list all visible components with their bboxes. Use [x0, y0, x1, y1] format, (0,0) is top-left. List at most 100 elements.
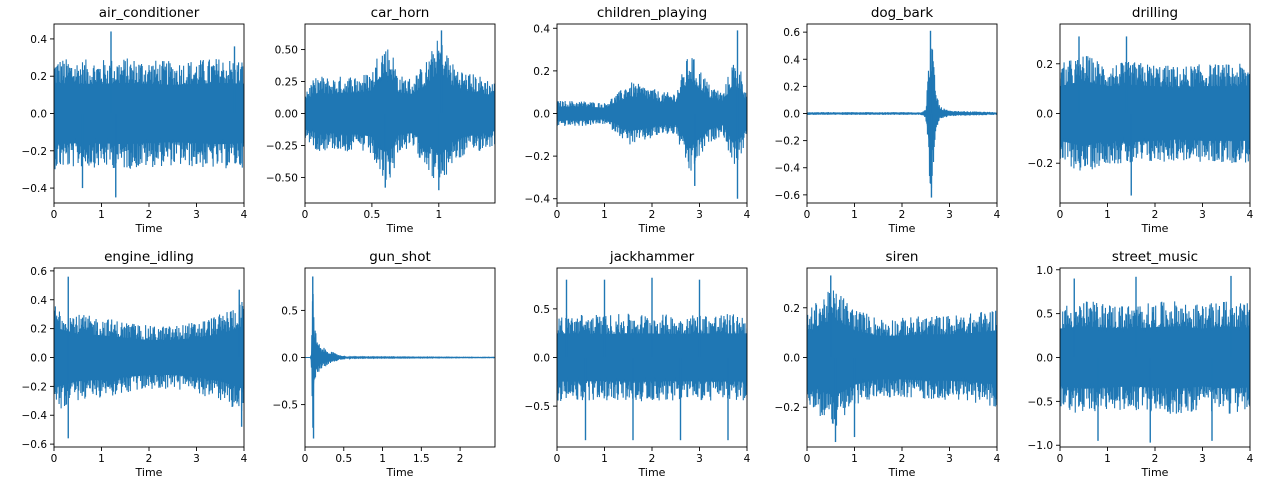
- y-tick-label: 0.4: [30, 34, 47, 46]
- y-tick-label: 0.0: [533, 353, 550, 365]
- y-tick-label: 0.2: [783, 303, 800, 315]
- y-tick-label: −0.2: [775, 402, 801, 414]
- y-tick-label: 1.0: [1036, 265, 1053, 277]
- x-tick-label: 1.5: [413, 453, 430, 465]
- waveform-line: [1060, 301, 1250, 414]
- x-axis-label: Time: [135, 222, 163, 235]
- subplot-jackhammer: 0 1 2 3 4 −0.5 0.0 0.5 jackhammer Time: [525, 249, 751, 479]
- x-tick-label: 1: [851, 453, 858, 465]
- x-tick-label: 2: [649, 453, 656, 465]
- x-tick-label: 1: [98, 453, 105, 465]
- x-axis-label: Time: [638, 222, 666, 235]
- x-tick-label: 0: [804, 209, 811, 221]
- x-tick-label: 3: [1199, 453, 1206, 465]
- x-tick-label: 1: [601, 209, 608, 221]
- x-tick-label: 4: [994, 209, 1001, 221]
- x-tick-label: 2: [1152, 453, 1159, 465]
- x-axis-label: Time: [888, 466, 916, 479]
- subplot-title: engine_idling: [104, 249, 194, 265]
- x-tick-label: 1: [1104, 453, 1111, 465]
- y-tick-label: −0.6: [22, 439, 48, 451]
- y-tick-label: 0.0: [30, 353, 47, 365]
- waveform-line: [807, 48, 997, 189]
- y-tick-label: 0.2: [533, 66, 550, 78]
- x-tick-label: 0: [302, 209, 309, 221]
- x-tick-label: 0: [554, 209, 561, 221]
- y-tick-label: 0.2: [30, 324, 47, 336]
- x-tick-label: 3: [946, 209, 953, 221]
- y-tick-label: 0.5: [533, 304, 550, 316]
- y-tick-label: 0.2: [783, 81, 800, 93]
- subplot-title: street_music: [1112, 249, 1198, 265]
- subplot-gun-shot: 0 0.5 1 1.5 2 −0.5 0.0 0.5 gun_shot Time: [273, 249, 496, 479]
- x-tick-label: 2: [899, 453, 906, 465]
- x-tick-label: 0: [51, 453, 58, 465]
- y-tick-label: 0.0: [533, 109, 550, 121]
- x-tick-label: 3: [193, 453, 200, 465]
- x-tick-label: 0.5: [364, 209, 381, 221]
- y-tick-label: −0.25: [266, 140, 298, 152]
- x-tick-label: 1: [435, 209, 442, 221]
- x-tick-label: 3: [696, 209, 703, 221]
- x-tick-label: 2: [899, 209, 906, 221]
- subplot-air-conditioner: 0 1 2 3 4 −0.4 −0.2 0.0 0.2 0.4 air_conditioner Tim…: [22, 5, 248, 235]
- subplot-children-playing: 0 1 2 3 4 −0.4 −0.2 0.0 0.2 0.4 children_playing Ti…: [525, 5, 751, 235]
- x-tick-label: 3: [193, 209, 200, 221]
- waveform-line: [54, 302, 244, 411]
- waveform-line: [54, 58, 244, 170]
- y-tick-label: −0.5: [273, 400, 299, 412]
- y-tick-label: −0.4: [22, 183, 48, 195]
- y-tick-label: 0.0: [1036, 109, 1053, 121]
- y-tick-label: 0.6: [30, 266, 47, 278]
- y-tick-label: 0.5: [281, 305, 298, 317]
- y-tick-label: −0.2: [775, 136, 801, 148]
- subplot-title: jackhammer: [609, 249, 695, 265]
- x-tick-label: 2: [1152, 209, 1159, 221]
- x-axis-label: Time: [1141, 466, 1169, 479]
- x-tick-label: 4: [1247, 453, 1254, 465]
- y-tick-label: 0.4: [30, 295, 47, 307]
- subplot-title: drilling: [1132, 5, 1178, 21]
- waveform-line: [807, 290, 997, 426]
- waveform-line: [1060, 56, 1250, 171]
- x-axis-label: Time: [386, 222, 414, 235]
- subplot-dog-bark: 0 1 2 3 4 −0.6 −0.4 −0.2 0.0 0.2 0.4 0.6 dog_bark Tim…: [775, 5, 1001, 235]
- x-tick-label: 1: [1104, 209, 1111, 221]
- y-tick-label: 0.2: [30, 71, 47, 83]
- y-tick-label: 0.0: [281, 353, 298, 365]
- x-axis-label: Time: [135, 466, 163, 479]
- waveform-line: [305, 40, 495, 180]
- waveform-line: [305, 293, 495, 428]
- x-tick-label: 1: [98, 209, 105, 221]
- y-tick-label: 0.25: [275, 77, 298, 89]
- y-tick-label: 0.4: [783, 54, 800, 66]
- x-tick-label: 0: [804, 453, 811, 465]
- y-tick-label: 0.00: [275, 109, 298, 121]
- subplot-drilling: 0 1 2 3 4 −0.2 0.0 0.2 drilling Time: [1028, 5, 1254, 235]
- x-tick-label: 1: [851, 209, 858, 221]
- x-tick-label: 4: [1247, 209, 1254, 221]
- x-tick-label: 2: [457, 453, 464, 465]
- subplot-car-horn: 0 0.5 1 −0.50 −0.25 0.00 0.25 0.50 car_horn Time: [266, 5, 496, 235]
- x-tick-label: 3: [696, 453, 703, 465]
- x-tick-label: 2: [146, 209, 153, 221]
- x-tick-label: 0: [302, 453, 309, 465]
- waveform-line: [557, 58, 747, 171]
- y-tick-label: 0.0: [783, 109, 800, 121]
- x-tick-label: 2: [146, 453, 153, 465]
- y-tick-label: −0.5: [525, 401, 551, 413]
- y-tick-label: −0.4: [22, 410, 48, 422]
- x-axis-label: Time: [1141, 222, 1169, 235]
- x-tick-label: 0: [554, 453, 561, 465]
- y-tick-label: 0.6: [783, 27, 800, 39]
- y-tick-label: −0.5: [1028, 396, 1054, 408]
- subplot-siren: 0 1 2 3 4 −0.2 0.0 0.2 siren Time: [775, 249, 1001, 479]
- x-tick-label: 1: [379, 453, 386, 465]
- y-tick-label: 0.4: [533, 23, 550, 35]
- x-axis-label: Time: [888, 222, 916, 235]
- x-tick-label: 0.5: [335, 453, 352, 465]
- y-tick-label: 0.0: [30, 109, 47, 121]
- y-tick-label: −1.0: [1028, 440, 1054, 452]
- x-tick-label: 2: [649, 209, 656, 221]
